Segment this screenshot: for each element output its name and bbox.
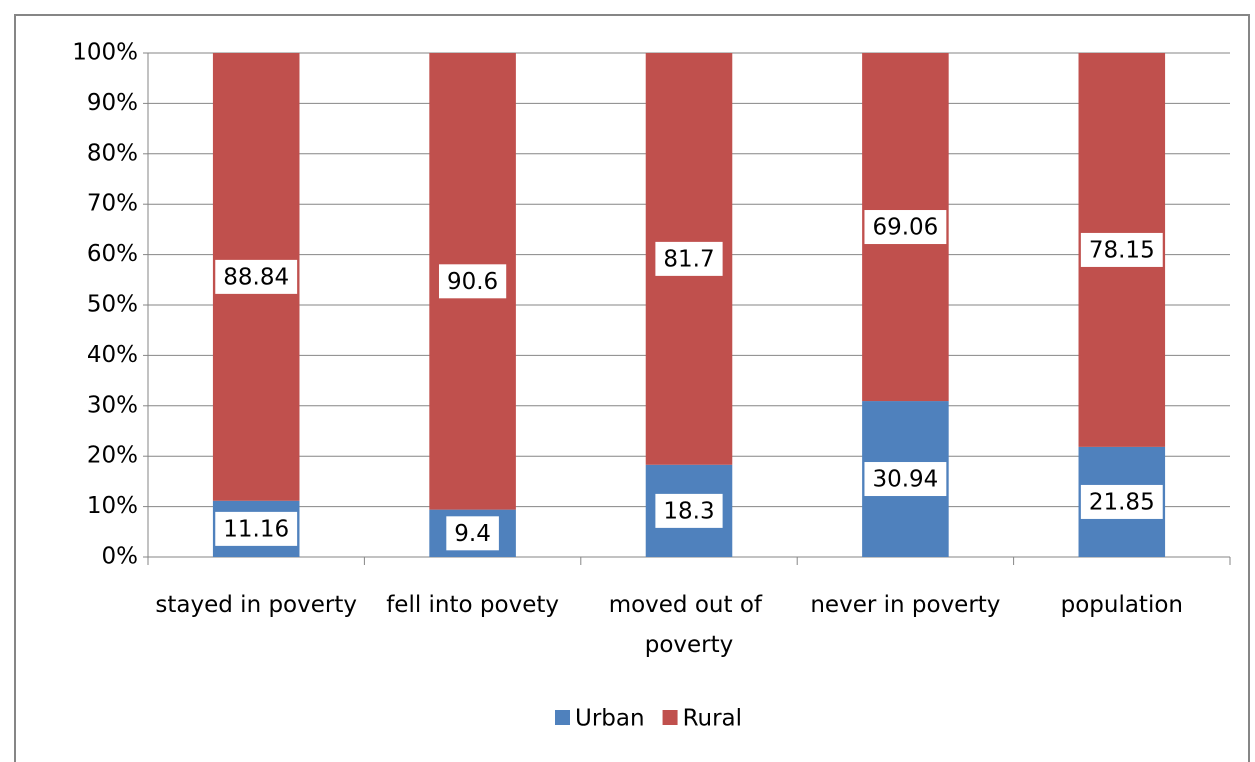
data-label-box — [655, 241, 723, 276]
data-label: 88.84 — [215, 259, 298, 294]
y-tick-label: 100% — [72, 40, 138, 66]
data-label-box — [1080, 232, 1163, 267]
data-label-box — [1080, 484, 1163, 519]
y-tick-label: 30% — [87, 392, 138, 418]
data-label: 90.6 — [438, 264, 507, 299]
data-label-box — [655, 493, 723, 528]
data-label-text: 21.85 — [1089, 489, 1155, 515]
x-tick-label: moved out of poverty — [609, 592, 770, 658]
legend-swatch — [555, 710, 570, 725]
y-tick-label: 0% — [102, 544, 139, 570]
y-tick-label: 90% — [87, 90, 138, 116]
data-label-box — [864, 462, 947, 497]
data-label-box — [438, 264, 507, 299]
y-tick-label: 20% — [87, 443, 138, 469]
data-label-text: 11.16 — [223, 516, 289, 542]
data-label-text: 9.4 — [454, 521, 491, 547]
data-label: 9.4 — [446, 516, 499, 551]
y-tick-label: 70% — [87, 191, 138, 217]
y-tick-label: 50% — [87, 292, 138, 318]
y-tick-label: 60% — [87, 241, 138, 267]
x-tick-label: stayed in poverty — [155, 592, 357, 618]
legend-label: Urban — [575, 706, 645, 732]
data-label-text: 18.3 — [663, 498, 714, 524]
data-label-box — [864, 210, 947, 245]
y-tick-label: 80% — [87, 140, 138, 166]
legend-swatch — [662, 710, 678, 725]
data-label: 69.06 — [864, 210, 947, 245]
data-label-box — [215, 511, 298, 546]
data-label: 78.15 — [1080, 232, 1163, 267]
data-label: 21.85 — [1080, 484, 1163, 519]
data-label-text: 69.06 — [872, 215, 938, 241]
data-label: 81.7 — [655, 241, 723, 276]
data-label-box — [215, 259, 298, 294]
data-label-box — [446, 516, 499, 551]
x-tick-label: never in poverty — [810, 592, 1000, 618]
data-label-text: 78.15 — [1089, 237, 1155, 263]
chart-frame — [14, 14, 1250, 762]
data-label-text: 88.84 — [223, 264, 289, 290]
y-tick-label: 10% — [87, 493, 138, 519]
x-tick-label: fell into povety — [386, 592, 559, 618]
data-label: 11.16 — [215, 511, 298, 546]
data-label-text: 81.7 — [663, 246, 714, 272]
data-label: 18.3 — [655, 493, 723, 528]
y-tick-label: 40% — [87, 342, 138, 368]
data-label-text: 30.94 — [872, 467, 938, 493]
data-label: 30.94 — [864, 462, 947, 497]
data-label-text: 90.6 — [447, 269, 498, 295]
legend-label: Rural — [683, 706, 742, 732]
x-tick-label: population — [1061, 592, 1183, 618]
